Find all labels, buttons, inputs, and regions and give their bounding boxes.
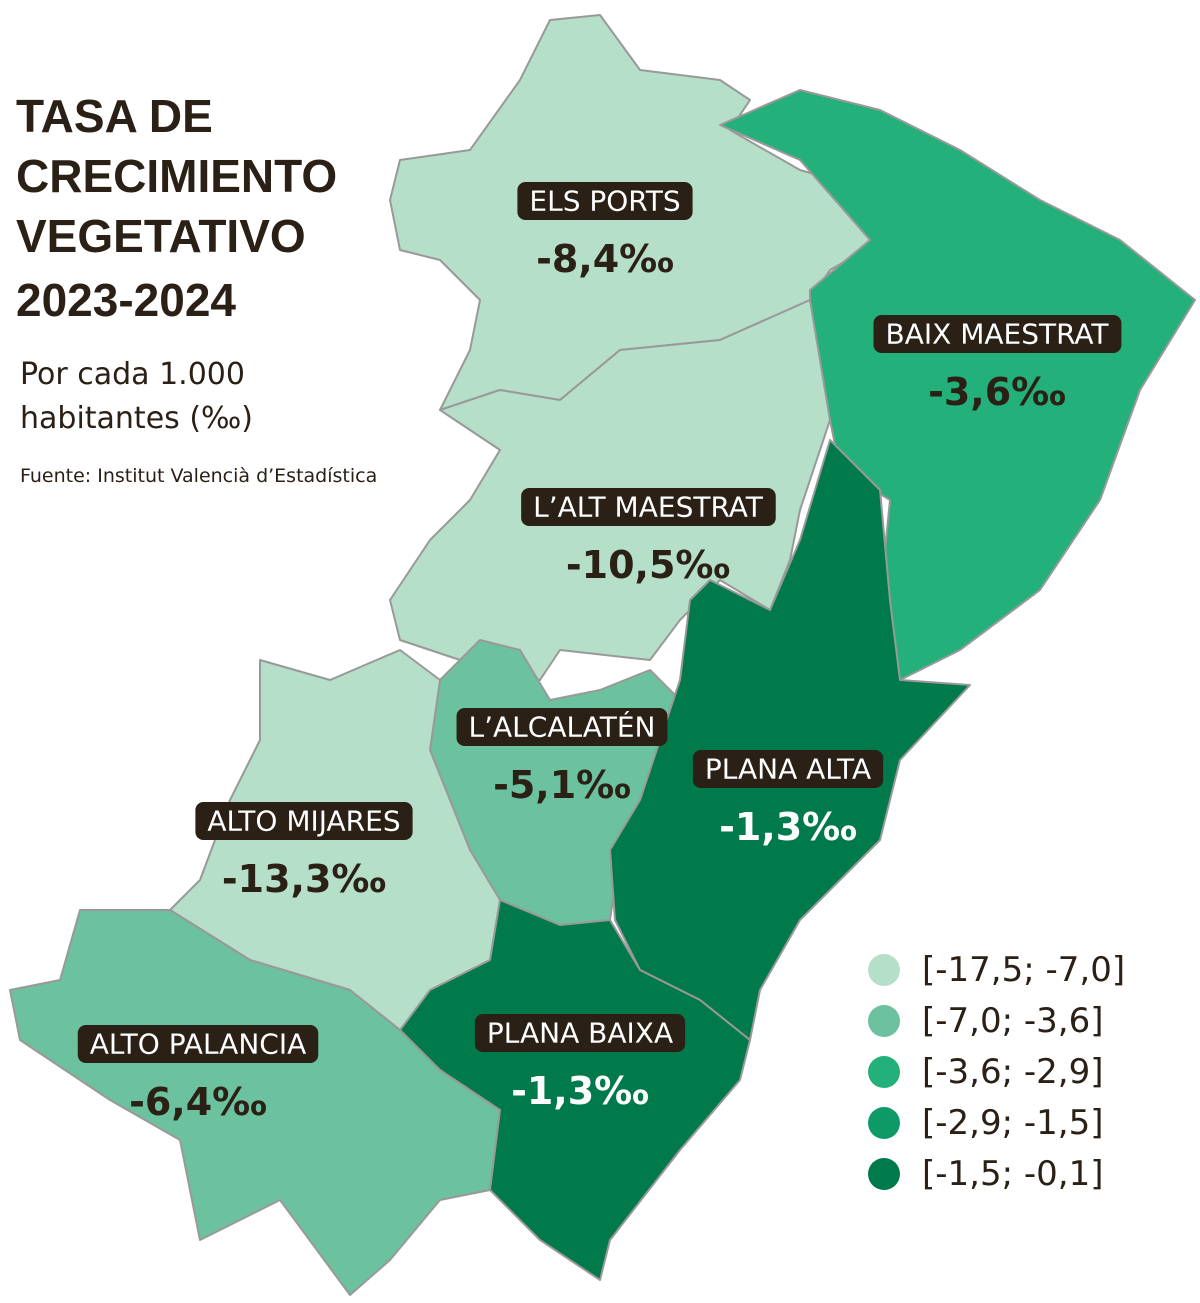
title-line: 2023-2024	[16, 274, 236, 326]
region-value: -13,3‰	[222, 857, 386, 901]
title: TASA DE CRECIMIENTO VEGETATIVO 2023-2024	[16, 90, 337, 326]
name-badge	[521, 488, 776, 526]
region-name: ALTO MIJARES	[207, 805, 400, 838]
region-value: -1,3‰	[511, 1069, 649, 1113]
region-label: L’ALCALATÉN -5,1‰	[456, 708, 668, 807]
region-label: ALTO MIJARES -13,3‰	[195, 802, 413, 901]
legend-swatch	[868, 1158, 900, 1190]
region-label: PLANA ALTA -1,3‰	[692, 750, 884, 849]
legend-swatch	[868, 1056, 900, 1088]
region-name: L’ALCALATÉN	[469, 710, 656, 744]
region-value: -6,4‰	[129, 1080, 267, 1124]
region-value: -10,5‰	[566, 543, 730, 587]
legend-swatch	[868, 1005, 900, 1037]
title-line: VEGETATIVO	[16, 210, 306, 262]
legend-label: [-17,5; -7,0]	[922, 950, 1125, 990]
region-label: PLANA BAIXA -1,3‰	[474, 1014, 686, 1113]
legend-label: [-1,5; -0,1]	[922, 1154, 1103, 1194]
name-badge	[474, 1014, 686, 1052]
subtitle-line: Por cada 1.000	[20, 357, 245, 392]
legend-label: [-7,0; -3,6]	[922, 1001, 1103, 1041]
name-badge	[517, 182, 693, 220]
legend: [-17,5; -7,0] [-7,0; -3,6] [-3,6; -2,9] [-2…	[868, 950, 1125, 1194]
legend-label: [-3,6; -2,9]	[922, 1052, 1103, 1092]
legend-swatch	[868, 1107, 900, 1139]
region-label: ELS PORTS -8,4‰	[517, 182, 693, 281]
region-name: ELS PORTS	[529, 185, 680, 218]
name-badge	[195, 802, 413, 840]
region-name: L’ALT MAESTRAT	[533, 491, 764, 524]
name-badge	[77, 1025, 319, 1063]
region-label: ALTO PALANCIA -6,4‰	[77, 1025, 319, 1124]
name-badge	[873, 315, 1122, 353]
region-shape	[399, 899, 751, 1281]
region-value: -5,1‰	[493, 763, 631, 807]
region-name: PLANA BAIXA	[487, 1017, 673, 1050]
region-value: -3,6‰	[928, 370, 1066, 414]
title-line: CRECIMIENTO	[16, 150, 337, 202]
source: Fuente: Institut Valencià d’Estadística	[20, 465, 377, 487]
region-label: L’ALT MAESTRAT -10,5‰	[521, 488, 776, 587]
region-name: BAIX MAESTRAT	[886, 318, 1110, 351]
name-badge	[456, 708, 668, 746]
region-shape	[9, 909, 501, 1296]
legend-label: [-2,9; -1,5]	[922, 1103, 1103, 1143]
subtitle-line: habitantes (‰)	[20, 401, 253, 436]
region-labels: ELS PORTS -8,4‰ BAIX MAESTRAT -3,6‰ L’ALT MA…	[77, 182, 1122, 1124]
region-label: BAIX MAESTRAT -3,6‰	[873, 315, 1122, 414]
title-line: TASA DE	[16, 90, 213, 142]
name-badge	[692, 750, 884, 788]
region-name: ALTO PALANCIA	[90, 1028, 307, 1061]
region-name: PLANA ALTA	[705, 753, 871, 786]
legend-swatch	[868, 954, 900, 986]
region-value: -1,3‰	[719, 805, 857, 849]
region-value: -8,4‰	[536, 237, 674, 281]
